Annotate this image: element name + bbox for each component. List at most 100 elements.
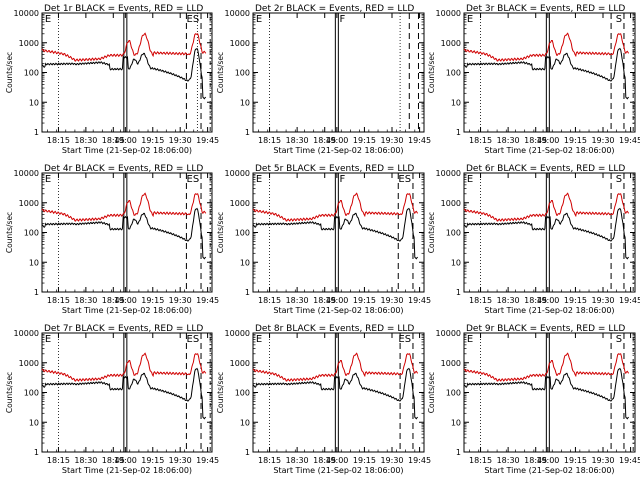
series-line-black	[41, 207, 207, 260]
series-line-red	[41, 352, 207, 382]
x-tick-label: 18:30	[286, 136, 309, 145]
x-tick-label: 19:45	[408, 456, 431, 465]
series-line-red	[463, 352, 630, 382]
series-line-black	[41, 47, 207, 100]
y-axis-label: Counts/sec	[427, 212, 436, 253]
x-tick-label: 19:15	[353, 136, 376, 145]
y-tick-label: 100	[24, 229, 39, 238]
y-axis-label: Counts/sec	[216, 212, 225, 253]
chart-title: Det 1r BLACK = Events, RED = LLD	[44, 4, 203, 14]
x-tick-label: 18:45	[313, 456, 336, 465]
x-tick-label: 19:45	[619, 136, 640, 145]
y-tick-label: 10	[451, 98, 461, 107]
x-tick-label: 18:45	[102, 456, 125, 465]
y-axis-label: Counts/sec	[5, 212, 14, 253]
y-tick-label: 10	[240, 418, 250, 427]
x-tick-label: 18:15	[47, 456, 70, 465]
y-tick-label: 100	[235, 229, 250, 238]
x-tick-label: 18:30	[286, 296, 309, 305]
x-tick-label: 18:30	[286, 456, 309, 465]
y-tick-label: 10000	[225, 169, 250, 178]
chart-panel-8: Det 8r BLACK = Events, RED = LLD 1 10 100 10…	[216, 324, 431, 475]
marker-letter: E	[398, 174, 404, 185]
y-tick-label: 10000	[14, 9, 39, 18]
y-tick-label: 100	[446, 229, 461, 238]
marker-letter: E	[45, 174, 51, 185]
y-tick-label: 100	[446, 389, 461, 398]
y-tick-label: 10	[451, 258, 461, 267]
x-axis-label: Start Time (21-Sep-02 18:06:00)	[484, 306, 614, 315]
x-tick-label: 19:00	[114, 456, 137, 465]
x-tick-label: 18:45	[313, 296, 336, 305]
x-tick-label: 18:15	[258, 296, 281, 305]
series-line-red	[252, 352, 419, 382]
x-axis-label: Start Time (21-Sep-02 18:06:00)	[62, 306, 192, 315]
chart-panel-6: Det 6r BLACK = Events, RED = LLD 1 10 100 10…	[427, 164, 640, 315]
series-line-black	[41, 367, 207, 420]
y-tick-label: 1000	[230, 199, 250, 208]
x-tick-label: 19:45	[619, 456, 640, 465]
chart-panel-4: Det 4r BLACK = Events, RED = LLD 1 10 100 10…	[5, 164, 219, 315]
x-tick-label: 18:30	[497, 456, 520, 465]
x-tick-label: 19:00	[114, 136, 137, 145]
x-tick-label: 18:15	[258, 136, 281, 145]
x-tick-label: 19:45	[408, 136, 431, 145]
x-tick-label: 18:30	[74, 136, 97, 145]
y-tick-label: 1	[245, 448, 250, 457]
x-tick-label: 19:15	[564, 136, 587, 145]
x-tick-label: 18:30	[497, 136, 520, 145]
x-axis-label: Start Time (21-Sep-02 18:06:00)	[273, 466, 403, 475]
series-line-red	[463, 192, 630, 222]
chart-panel-9: Det 9r BLACK = Events, RED = LLD 1 10 100 10…	[427, 324, 640, 475]
y-tick-label: 1	[245, 288, 250, 297]
x-tick-label: 19:45	[619, 296, 640, 305]
y-tick-label: 1	[34, 288, 39, 297]
y-axis-label: Counts/sec	[5, 372, 14, 413]
marker-letter: F	[340, 174, 346, 185]
y-axis-label: Counts/sec	[216, 372, 225, 413]
y-tick-label: 10000	[14, 329, 39, 338]
chart-panel-5: Det 5r BLACK = Events, RED = LLD 1 10 100 10…	[216, 164, 431, 315]
y-tick-label: 1	[245, 128, 250, 137]
x-tick-label: 19:45	[196, 296, 219, 305]
x-tick-label: 19:30	[380, 456, 403, 465]
marker-letter: S	[616, 174, 622, 185]
x-tick-label: 19:45	[196, 136, 219, 145]
y-tick-label: 1000	[19, 39, 39, 48]
y-tick-label: 1000	[19, 359, 39, 368]
y-tick-label: 1000	[441, 359, 461, 368]
x-tick-label: 19:15	[564, 296, 587, 305]
marker-letter: E	[256, 334, 262, 345]
y-tick-label: 1000	[441, 39, 461, 48]
chart-panel-7: Det 7r BLACK = Events, RED = LLD 1 10 100 10…	[5, 324, 219, 475]
chart-title: Det 3r BLACK = Events, RED = LLD	[466, 4, 625, 14]
x-tick-label: 18:30	[74, 296, 97, 305]
y-tick-label: 1	[456, 128, 461, 137]
x-axis-label: Start Time (21-Sep-02 18:06:00)	[273, 146, 403, 155]
x-tick-label: 18:30	[497, 296, 520, 305]
y-tick-label: 100	[235, 389, 250, 398]
y-tick-label: 100	[235, 69, 250, 78]
y-axis-label: Counts/sec	[427, 372, 436, 413]
y-tick-label: 10	[240, 98, 250, 107]
series-line-black	[463, 367, 629, 420]
chart-title: Det 8r BLACK = Events, RED = LLD	[255, 324, 414, 334]
marker-letter: E	[45, 334, 51, 345]
chart-panel-2: Det 2r BLACK = Events, RED = LLD 1 10 100 10…	[216, 4, 431, 155]
x-tick-label: 19:00	[325, 296, 348, 305]
x-axis-label: Start Time (21-Sep-02 18:06:00)	[273, 306, 403, 315]
y-tick-label: 100	[24, 389, 39, 398]
x-tick-label: 19:30	[169, 456, 192, 465]
series-line-red	[252, 192, 419, 222]
y-tick-label: 1000	[19, 199, 39, 208]
x-tick-label: 19:00	[536, 296, 559, 305]
marker-letter: E	[186, 174, 192, 185]
y-tick-label: 10	[29, 258, 39, 267]
x-tick-label: 18:30	[74, 456, 97, 465]
chart-title: Det 2r BLACK = Events, RED = LLD	[255, 4, 414, 14]
series-line-black	[252, 207, 418, 260]
x-axis-label: Start Time (21-Sep-02 18:06:00)	[62, 146, 192, 155]
x-axis-label: Start Time (21-Sep-02 18:06:00)	[484, 146, 614, 155]
chart-panel-1: Det 1r BLACK = Events, RED = LLD 1 10 100 10…	[5, 4, 219, 155]
marker-letter: E	[45, 14, 51, 25]
